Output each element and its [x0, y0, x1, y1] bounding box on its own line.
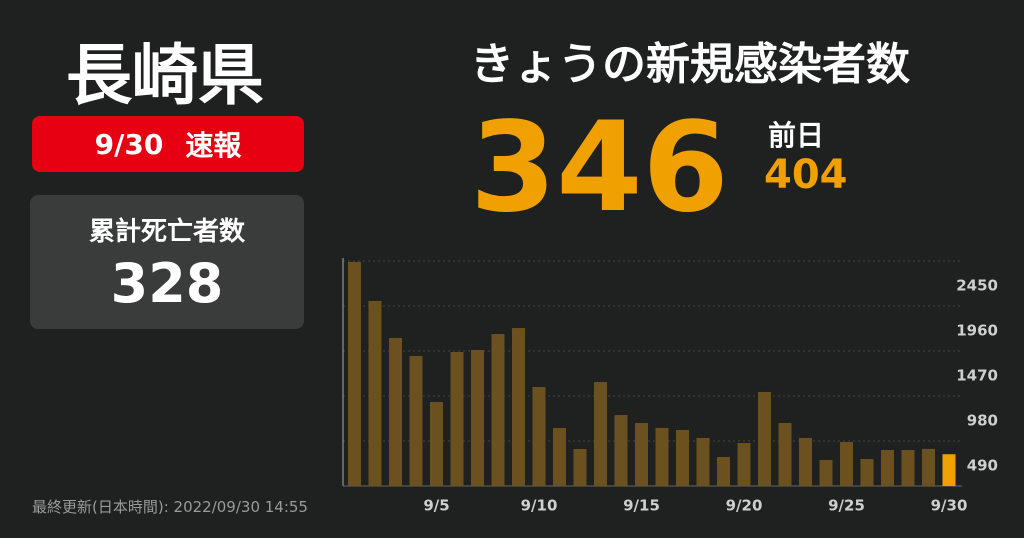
y-tick-label: 980	[967, 412, 998, 430]
deaths-value: 328	[110, 252, 224, 315]
deaths-panel: 累計死亡者数 328	[30, 195, 304, 329]
x-tick-label: 9/25	[828, 497, 865, 515]
bar	[409, 355, 423, 486]
bar	[819, 460, 833, 486]
x-tick-label: 9/15	[623, 497, 660, 515]
bar	[840, 442, 853, 486]
bar	[922, 448, 935, 486]
x-tick-label: 9/5	[423, 497, 449, 515]
bar	[389, 337, 402, 486]
bar	[655, 427, 669, 486]
bar	[942, 454, 956, 486]
y-tick-label: 2450	[956, 277, 998, 295]
date: 9/30	[94, 127, 164, 161]
deaths-label: 累計死亡者数	[88, 217, 245, 247]
prefecture: 長崎県	[66, 37, 264, 114]
previous-day-count: 404	[764, 152, 848, 198]
bar	[430, 401, 443, 486]
today-count: 346	[470, 96, 729, 240]
bar	[860, 459, 874, 486]
bar	[368, 300, 382, 486]
bar	[348, 261, 361, 486]
x-tick-label: 9/20	[726, 497, 763, 515]
bar	[676, 429, 689, 486]
bar	[573, 448, 587, 486]
bar	[594, 382, 607, 486]
bar	[881, 450, 894, 486]
bar	[635, 423, 648, 486]
bar	[696, 437, 710, 486]
headline: きょうの新規感染者数	[470, 39, 910, 90]
bar	[450, 352, 464, 486]
bar	[758, 391, 771, 486]
y-tick-label: 490	[967, 457, 998, 475]
bar	[553, 427, 566, 486]
x-tick-label: 9/30	[931, 497, 968, 515]
bar	[491, 334, 505, 486]
bar	[778, 423, 792, 486]
bar	[737, 443, 751, 486]
previous-day-label: 前日	[768, 119, 825, 152]
footer: 最終更新(日本時間): 2022/09/30 14:55	[32, 498, 308, 516]
bar	[901, 450, 915, 486]
bar	[614, 415, 628, 486]
bar	[532, 387, 546, 486]
bar	[717, 456, 730, 486]
y-tick-label: 1470	[956, 367, 998, 385]
flash-label: 速報	[185, 129, 242, 162]
x-tick-label: 9/10	[521, 497, 558, 515]
bar	[512, 328, 525, 486]
bar	[799, 437, 812, 486]
y-tick-label: 1960	[956, 322, 998, 340]
bar	[471, 349, 484, 486]
flash-badge: 9/30 速報	[32, 116, 304, 172]
